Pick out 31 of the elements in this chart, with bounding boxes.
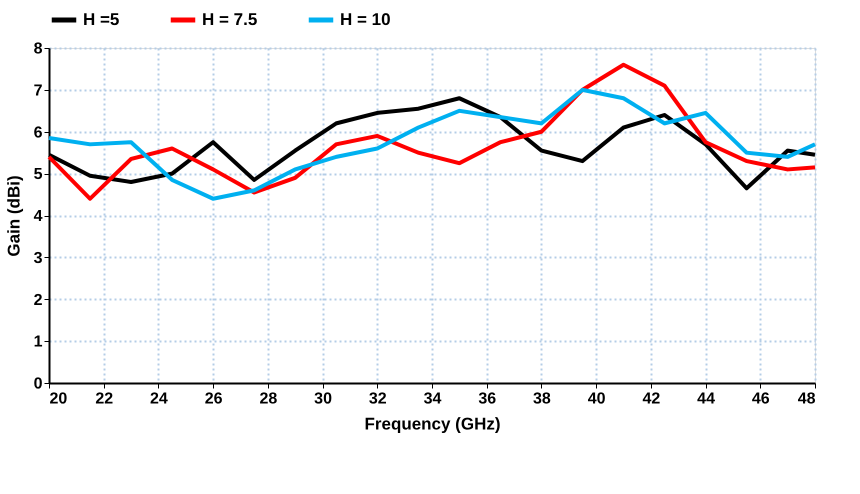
- legend-label: H = 7.5: [202, 10, 258, 29]
- x-tick-label: 26: [204, 390, 223, 408]
- x-tick-label: 44: [697, 390, 716, 408]
- x-axis-title: Frequency (GHz): [364, 414, 501, 434]
- line-series: [47, 88, 817, 201]
- y-tick-label: 0: [34, 376, 43, 392]
- x-tick-label: 30: [314, 390, 332, 408]
- y-tick-label: 4: [34, 208, 43, 225]
- y-tick-label: 8: [34, 40, 43, 58]
- x-tick-label: 42: [642, 390, 660, 408]
- line-series: [47, 62, 817, 201]
- x-tick-label: 20: [50, 390, 68, 408]
- legend-label: H =5: [83, 10, 120, 29]
- y-tick-label: 1: [34, 334, 43, 351]
- x-tick-label: 40: [588, 390, 606, 408]
- x-tick-label: 28: [259, 390, 278, 408]
- y-tick-label: 5: [34, 166, 43, 184]
- x-tick-label: 34: [424, 390, 442, 408]
- x-tick-label: 32: [368, 390, 387, 408]
- y-tick-label: 2: [34, 292, 43, 309]
- x-tick-label: 48: [798, 390, 816, 408]
- x-tick-label: 38: [533, 390, 551, 408]
- x-tick-label: 46: [752, 390, 770, 408]
- x-tick-label: 24: [150, 390, 168, 408]
- legend-label: H = 10: [340, 10, 391, 29]
- y-tick-label: 7: [34, 82, 43, 100]
- x-tick-label: 22: [95, 390, 114, 408]
- x-tick-label: 36: [478, 390, 496, 408]
- y-tick-label: 6: [34, 124, 43, 142]
- y-tick-label: 3: [34, 250, 43, 267]
- y-axis-title: Gain (dBi): [4, 175, 24, 257]
